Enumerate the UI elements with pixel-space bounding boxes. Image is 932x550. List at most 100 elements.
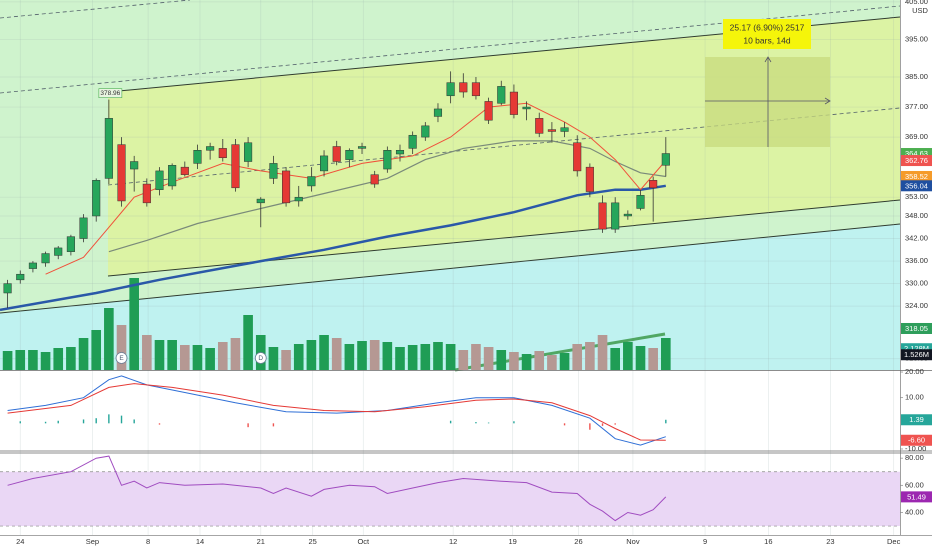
price-badge [901, 155, 932, 167]
x-tick-label: 9 [703, 537, 707, 546]
volume-bar [40, 352, 51, 370]
volume-bar [395, 347, 405, 370]
price-axis [900, 0, 932, 550]
histogram-bar [120, 415, 123, 424]
volume-bar [268, 347, 279, 370]
channel-outer [0, 5, 901, 94]
candle-body [256, 198, 265, 204]
candle-body [142, 183, 151, 204]
volume-bar [521, 354, 532, 370]
time-axis [0, 535, 932, 550]
histogram-bar [589, 423, 591, 430]
price-badge-label: 358.52 [905, 172, 928, 181]
candle-body [547, 129, 556, 132]
rsi-band [0, 471, 900, 527]
volume-bar [635, 346, 646, 370]
candle-body [573, 142, 582, 172]
volume-bar [357, 341, 367, 370]
y-tick-label: 330.00 [905, 279, 928, 288]
price-badge [901, 170, 932, 182]
volume-bar [104, 308, 114, 370]
price-badge-label: 2.128M [904, 344, 929, 353]
histogram-bar [601, 423, 604, 426]
candle-body [535, 118, 544, 134]
volume-bar [293, 344, 304, 370]
x-tick-label: 16 [764, 537, 772, 546]
candle-body [66, 236, 75, 252]
x-tick-label: Dec [887, 537, 901, 546]
candle-body [332, 146, 341, 162]
candle-body [206, 146, 215, 151]
candle-body [395, 150, 405, 155]
candle-body [168, 165, 177, 187]
event-label: D [258, 355, 263, 362]
axis-labels: 405.00 395.00 385.00 377.00 369.00 353.00 348.… [16, 0, 932, 546]
candle-body [598, 202, 607, 230]
candle-body [433, 108, 443, 117]
volume-bar [585, 342, 595, 370]
candle-body [459, 82, 468, 93]
histogram-bar [247, 423, 249, 428]
volume-bar [319, 335, 329, 370]
candle-body [54, 247, 63, 256]
histogram-bar [272, 423, 275, 427]
price-badge [901, 434, 932, 446]
histogram-bar [19, 421, 21, 424]
candle-body [307, 176, 316, 187]
y-tick-label: 385.00 [905, 72, 928, 81]
candle-body [661, 153, 670, 166]
y-tick-label: 348.00 [905, 211, 928, 220]
candle-body [130, 161, 139, 170]
candle-body [357, 146, 367, 149]
price-badge [901, 180, 932, 192]
volume-bar [433, 342, 443, 370]
candle-body [484, 101, 493, 121]
candle-body [345, 150, 354, 160]
x-tick-label: Nov [626, 537, 640, 546]
event-marker [254, 352, 267, 364]
volume-bar [496, 350, 507, 370]
price-badge-label: 362.76 [905, 156, 928, 165]
volume-bar [471, 344, 481, 370]
price-badge [901, 148, 932, 160]
price-badge-label: 364.63 [905, 149, 928, 158]
candle-body [28, 262, 37, 269]
candle-body [104, 118, 113, 179]
volume-bar [344, 344, 355, 370]
candle-body [193, 150, 202, 164]
histogram-bar [158, 423, 161, 425]
volume-bar [306, 340, 317, 370]
y-tick-label: 40.00 [905, 507, 924, 516]
indicator-line [7, 383, 666, 441]
x-tick-label: 24 [16, 537, 24, 546]
candle-body [522, 106, 531, 110]
volume-bar [661, 338, 671, 370]
histogram-bar [82, 419, 85, 424]
price-badge-label: 1.39 [909, 415, 924, 424]
y-tick-label: 10.00 [905, 393, 924, 402]
histogram-bar [614, 423, 616, 425]
support-line [0, 223, 901, 314]
volume-bar [572, 344, 583, 370]
candle-body [370, 174, 379, 185]
volume-bar [559, 353, 570, 370]
price-badge [901, 491, 932, 503]
y-tick-label: 324.00 [905, 301, 928, 310]
x-tick-label: 26 [574, 537, 582, 546]
candle-body [446, 82, 455, 97]
volume-bar [53, 348, 64, 370]
candle-body [218, 148, 227, 159]
x-tick-label: 8 [146, 537, 150, 546]
x-tick-label: 12 [449, 537, 457, 546]
candle-body [421, 125, 430, 138]
price-badge-label: 51.49 [907, 492, 926, 501]
volume-bar [91, 330, 102, 370]
candle-body [282, 170, 291, 204]
candle-body [471, 82, 480, 97]
channel-outer [0, 0, 191, 19]
indicator-line [7, 455, 667, 522]
y-tick-label: 377.00 [905, 102, 928, 111]
candle-body [79, 217, 88, 239]
volume-bar [623, 342, 633, 370]
